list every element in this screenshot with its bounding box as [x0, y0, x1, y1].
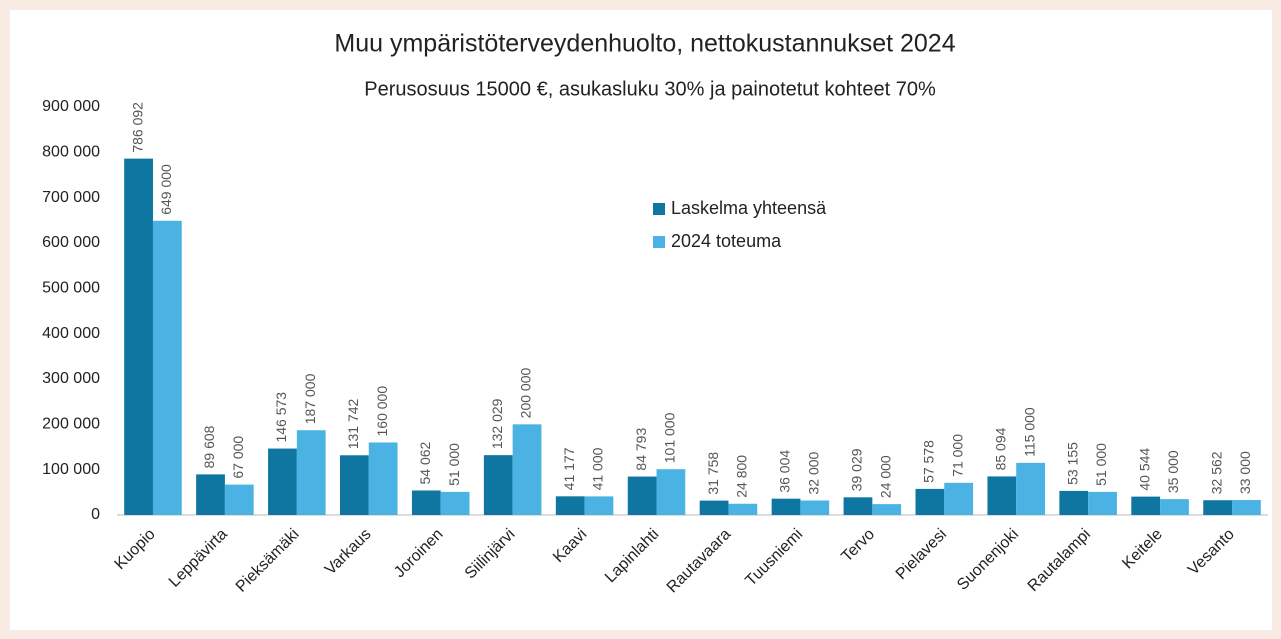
data-label: 41 177 [561, 447, 577, 490]
data-label: 786 092 [129, 102, 145, 153]
bar [296, 430, 326, 515]
data-label: 36 004 [777, 450, 793, 493]
y-tick-label: 500 000 [42, 280, 100, 297]
bar [124, 158, 153, 515]
data-label: 51 000 [1093, 443, 1109, 486]
data-label: 39 029 [849, 448, 865, 491]
bar [1016, 462, 1045, 515]
y-tick-label: 400 000 [42, 325, 100, 342]
data-label: 89 608 [201, 425, 217, 468]
data-label: 53 155 [1064, 442, 1080, 485]
bar [656, 469, 686, 515]
data-label: 24 000 [877, 455, 893, 498]
data-label: 146 573 [273, 392, 289, 443]
data-label: 35 000 [1165, 450, 1181, 493]
y-tick-label: 200 000 [42, 416, 100, 433]
bar [196, 474, 225, 515]
bar [1160, 499, 1189, 515]
legend-label: Laskelma yhteensä [671, 198, 827, 218]
bar [368, 442, 398, 515]
y-tick-label: 100 000 [42, 461, 100, 478]
data-label: 187 000 [302, 373, 318, 424]
y-tick-label: 0 [91, 506, 100, 523]
bar [584, 496, 614, 515]
data-label: 33 000 [1237, 451, 1253, 494]
bar [1203, 500, 1233, 515]
bar [872, 504, 902, 515]
bar [1232, 500, 1261, 515]
data-label: 71 000 [949, 434, 965, 477]
data-label: 200 000 [518, 368, 534, 419]
y-tick-label: 700 000 [42, 189, 100, 206]
data-label: 85 094 [993, 427, 1009, 470]
bar [224, 484, 254, 515]
data-label: 649 000 [158, 164, 174, 215]
bar [340, 455, 369, 515]
y-tick-label: 300 000 [42, 370, 100, 387]
bar [268, 448, 297, 515]
bar [843, 497, 873, 515]
bar [699, 500, 729, 515]
bar [512, 424, 542, 515]
data-label: 132 029 [489, 398, 505, 449]
data-label: 84 793 [633, 428, 649, 471]
data-label: 32 562 [1208, 451, 1224, 494]
bar [771, 498, 801, 515]
chart-title: Muu ympäristöterveydenhuolto, nettokusta… [334, 30, 955, 58]
bar [944, 482, 974, 515]
legend-swatch [653, 236, 665, 248]
data-label: 101 000 [662, 412, 678, 463]
data-label: 57 578 [921, 440, 937, 483]
bar [915, 488, 945, 515]
bar [440, 491, 470, 515]
bar [987, 476, 1017, 515]
bar [627, 476, 657, 515]
data-label: 24 800 [734, 455, 750, 498]
data-label: 54 062 [417, 441, 433, 484]
bar [555, 496, 585, 515]
data-label: 160 000 [374, 386, 390, 437]
bar [483, 455, 513, 515]
bar [411, 490, 441, 515]
bar [1088, 491, 1117, 515]
chart-subtitle: Perusosuus 15000 €, asukasluku 30% ja pa… [364, 78, 936, 100]
data-label: 32 000 [805, 451, 821, 494]
bar [1059, 490, 1089, 515]
y-tick-label: 600 000 [42, 234, 100, 251]
bar [1131, 496, 1161, 515]
data-label: 51 000 [446, 443, 462, 486]
data-label: 115 000 [1021, 407, 1037, 457]
data-label: 131 742 [345, 398, 361, 449]
legend-swatch [653, 203, 665, 215]
data-label: 31 758 [705, 452, 721, 495]
y-tick-label: 800 000 [42, 144, 100, 161]
y-tick-label: 900 000 [42, 98, 100, 115]
chart-panel [10, 10, 1272, 630]
data-label: 41 000 [590, 447, 606, 490]
bar [728, 503, 758, 515]
data-label: 40 544 [1136, 448, 1152, 491]
legend-label: 2024 toteuma [671, 231, 782, 251]
bar [152, 220, 182, 515]
data-label: 67 000 [230, 436, 246, 479]
bar [800, 500, 830, 515]
